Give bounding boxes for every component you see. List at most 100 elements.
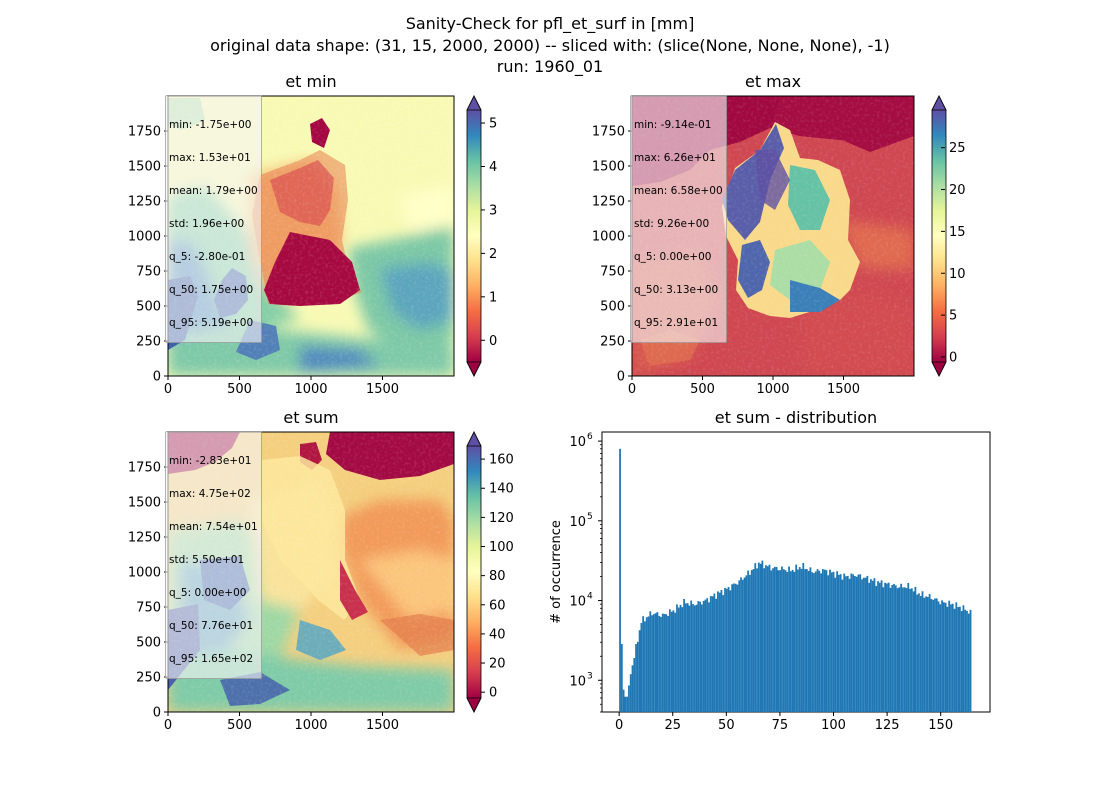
histogram-bar: [741, 579, 744, 712]
histogram-bar: [747, 570, 750, 712]
stat-line: min: -2.83e+01: [169, 455, 252, 467]
histogram-bar: [713, 593, 716, 712]
histogram-bars: [619, 448, 972, 712]
figure-title-line3: run: 1960_01: [496, 57, 604, 76]
et-sum-xtick-label: 1500: [366, 718, 399, 733]
histogram-bar: [772, 568, 774, 712]
et-sum-colorbar-tick-label: 100: [489, 540, 514, 555]
et-max-ytick-label: 500: [600, 300, 625, 315]
histogram-ytick-label: 10: [569, 435, 586, 450]
histogram-bar: [781, 566, 783, 712]
histogram-bar: [942, 602, 945, 712]
histogram-bar: [862, 577, 865, 712]
stat-line: std: 5.50e+01: [169, 554, 245, 566]
histogram-xtick-label: 150: [928, 718, 953, 733]
histogram-bar: [958, 606, 961, 712]
histogram-bar: [816, 569, 819, 712]
histogram-bar: [930, 599, 933, 712]
histogram-bar: [754, 563, 757, 712]
colorbar-et-min: [466, 95, 482, 377]
histogram-bar: [962, 605, 965, 712]
histogram-bar: [937, 601, 940, 712]
histogram-ytick-label: 10: [569, 674, 586, 689]
et-sum-ytick-label: 250: [136, 671, 161, 686]
histogram-bar: [939, 604, 942, 712]
histogram-bar: [661, 613, 664, 712]
histogram-bar: [700, 604, 703, 712]
histogram-bar: [960, 611, 963, 712]
histogram-bar: [775, 566, 778, 712]
histogram-bar: [948, 600, 951, 712]
histogram-bar: [827, 575, 830, 712]
histogram-bar: [651, 615, 653, 712]
histogram-bar: [635, 644, 637, 712]
histogram-bar: [850, 573, 853, 712]
histogram-bar: [820, 573, 822, 712]
histogram-bar: [914, 586, 917, 712]
et-min-ytick-label: 750: [136, 265, 161, 280]
histogram-bar: [830, 572, 833, 712]
histogram-bar: [670, 611, 673, 712]
histogram-bar: [907, 582, 910, 712]
histogram-bar: [715, 598, 718, 712]
histogram-bar: [686, 603, 689, 712]
stat-line: max: 6.26e+01: [634, 152, 716, 164]
et-max-colorbar-tick-label: 5: [949, 309, 957, 324]
stat-line: mean: 1.79e+00: [169, 185, 258, 197]
histogram-bar: [957, 607, 959, 712]
histogram-bar: [953, 608, 956, 712]
histogram-bar: [795, 564, 798, 712]
histogram-bar: [884, 582, 887, 712]
et-max-ytick-label: 750: [600, 265, 625, 280]
et-max-colorbar-tick-label: 25: [949, 141, 966, 156]
et-sum-ytick-label: 750: [136, 601, 161, 616]
figure-title-line1: Sanity-Check for pfl_et_surf in [mm]: [405, 14, 695, 33]
histogram-bar: [736, 584, 739, 712]
histogram-bar: [814, 571, 817, 712]
histogram-bar: [711, 596, 714, 712]
histogram-bar: [676, 604, 678, 712]
et-sum-colorbar-tick-label: 120: [489, 511, 514, 526]
histogram-bar: [704, 599, 707, 712]
histogram-bar: [624, 696, 627, 712]
et-min-colorbar-tick-label: 3: [489, 203, 497, 218]
et-min-ytick-label: 500: [136, 300, 161, 315]
histogram-bar: [677, 607, 680, 712]
stats-box-et-min: min: -1.75e+00 max: 1.53e+01 mean: 1.79e…: [165, 95, 262, 343]
histogram-xtick-label: 125: [875, 718, 900, 733]
histogram-bar: [633, 658, 636, 712]
histogram-ytick-exponent: 6: [587, 432, 593, 442]
histogram-bar: [896, 588, 899, 712]
histogram-bar: [761, 560, 764, 712]
histogram-bar: [950, 604, 952, 712]
histogram-bar: [656, 612, 659, 712]
et-max-ytick-label: 0: [617, 370, 625, 385]
histogram-bar: [829, 569, 831, 712]
histogram-bar: [873, 578, 876, 712]
histogram-bar: [855, 576, 858, 712]
histogram-bar: [722, 595, 725, 712]
histogram-bar: [640, 623, 643, 712]
panel-title-et-sum: et sum: [283, 408, 339, 427]
histogram-bar: [619, 448, 621, 712]
histogram-bar: [921, 591, 924, 712]
histogram-bar: [667, 615, 669, 712]
histogram-bar: [918, 593, 920, 712]
histogram-bar: [672, 610, 675, 712]
histogram-ytick-exponent: 3: [587, 671, 593, 681]
histogram-bar: [647, 616, 650, 712]
panel-title-distribution: et sum - distribution: [714, 408, 878, 427]
histogram-bar: [766, 566, 769, 712]
et-sum-colorbar-tick-label: 40: [489, 627, 506, 642]
colorbar-et-max: [931, 95, 947, 377]
histogram-bar: [642, 616, 645, 712]
histogram-bar: [905, 588, 908, 712]
et-sum-ytick-label: 1000: [128, 566, 161, 581]
histogram-bar: [674, 612, 677, 712]
histogram-bar: [928, 594, 931, 712]
histogram-bar: [743, 577, 746, 712]
histogram-bar: [800, 568, 803, 712]
histogram-bar: [645, 617, 648, 712]
histogram-bar: [693, 605, 696, 712]
histogram-bar: [912, 591, 915, 712]
